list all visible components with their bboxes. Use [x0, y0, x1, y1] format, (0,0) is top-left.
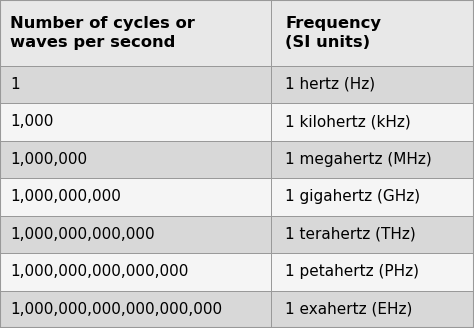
Bar [271, 215, 474, 253]
Text: 1 megahertz (MHz): 1 megahertz (MHz) [285, 152, 432, 167]
Text: 1,000,000,000,000,000,000: 1,000,000,000,000,000,000 [10, 302, 223, 317]
Text: Frequency
(SI units): Frequency (SI units) [285, 16, 382, 50]
Text: 1: 1 [10, 77, 20, 92]
Bar [0, 253, 271, 291]
Text: Number of cycles or
waves per second: Number of cycles or waves per second [10, 16, 195, 50]
Text: 1 gigahertz (GHz): 1 gigahertz (GHz) [285, 189, 420, 204]
Text: 1,000: 1,000 [10, 114, 54, 129]
Text: 1 terahertz (THz): 1 terahertz (THz) [285, 227, 416, 242]
Bar [271, 178, 474, 215]
Text: 1,000,000,000,000,000: 1,000,000,000,000,000 [10, 264, 189, 279]
Text: 1 hertz (Hz): 1 hertz (Hz) [285, 77, 375, 92]
Bar [271, 141, 474, 178]
Bar [0, 103, 271, 141]
Text: 1,000,000,000,000: 1,000,000,000,000 [10, 227, 155, 242]
Bar [0, 141, 271, 178]
Bar [271, 103, 474, 141]
Text: 1 exahertz (EHz): 1 exahertz (EHz) [285, 302, 413, 317]
Bar [271, 253, 474, 291]
Bar [0, 66, 271, 103]
Text: 1 petahertz (PHz): 1 petahertz (PHz) [285, 264, 419, 279]
Bar [0, 0, 271, 66]
Bar [271, 0, 474, 66]
Bar [0, 215, 271, 253]
Text: 1,000,000,000: 1,000,000,000 [10, 189, 121, 204]
Text: 1,000,000: 1,000,000 [10, 152, 88, 167]
Bar [271, 291, 474, 328]
Bar [271, 66, 474, 103]
Text: 1 kilohertz (kHz): 1 kilohertz (kHz) [285, 114, 411, 129]
Bar [0, 178, 271, 215]
Bar [0, 291, 271, 328]
